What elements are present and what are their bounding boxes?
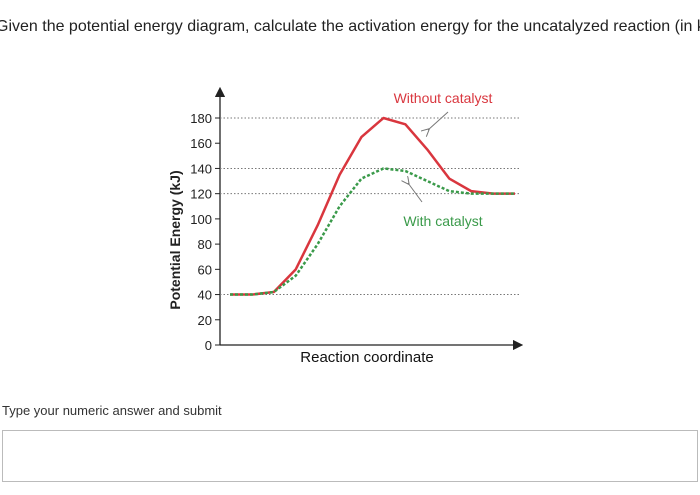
series-line <box>230 167 515 296</box>
question: Given the potential energy diagram, calc… <box>0 18 700 35</box>
series-line <box>230 116 515 296</box>
y-tick-label: 0 <box>205 338 212 353</box>
annotation-arrow <box>428 111 449 130</box>
prompt: Type your numeric answer and submit <box>2 403 222 418</box>
y-tick-label: 140 <box>190 161 212 176</box>
answer-input[interactable] <box>2 430 698 482</box>
y-tick-label: 100 <box>190 212 212 227</box>
y-tick-label: 20 <box>198 313 212 328</box>
annotation-arrow <box>408 183 423 203</box>
chart: Potential Energy (kJ) Reaction coordinat… <box>167 86 524 366</box>
y-tick-label: 160 <box>190 136 212 151</box>
annotation: Without catalyst <box>394 90 493 106</box>
y-axis-label: Potential Energy (kJ) <box>167 170 183 309</box>
x-axis-label: Reaction coordinate <box>300 349 433 366</box>
y-tick-label: 80 <box>198 237 212 252</box>
y-tick-label: 60 <box>198 262 212 277</box>
annotation: With catalyst <box>403 213 482 229</box>
y-tick-label: 40 <box>198 288 212 303</box>
y-tick-label: 120 <box>190 187 212 202</box>
y-tick-label: 180 <box>190 111 212 126</box>
